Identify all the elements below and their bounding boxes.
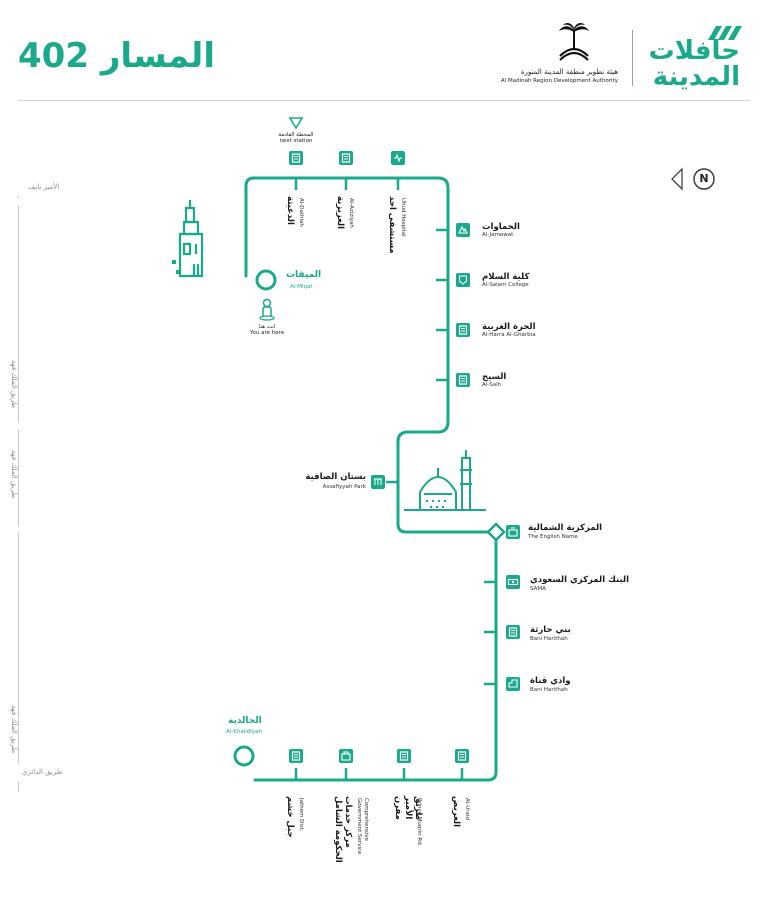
station-top-1-en: Al-Aziziyah bbox=[348, 198, 354, 228]
next-station-ar: المحطة القادمة bbox=[278, 132, 314, 138]
compass-icon bbox=[671, 167, 715, 191]
next-station-triangle-icon bbox=[288, 117, 304, 130]
side-label-2: طريق الملك فهد bbox=[10, 450, 18, 499]
side-label-4: طريق الدائري bbox=[22, 768, 63, 776]
station-top-2-ar: مستشفى احد bbox=[387, 196, 397, 254]
terminal-station-circle bbox=[233, 745, 255, 767]
station-lower-0-en: SAMA bbox=[530, 586, 546, 592]
station-hub-en: The English Name bbox=[528, 534, 578, 540]
saudi-emblem-icon bbox=[559, 23, 589, 61]
current-station-circle bbox=[255, 269, 277, 291]
current-station-ar: الميقات bbox=[286, 270, 322, 280]
brand-line-1: حافلات bbox=[648, 36, 740, 66]
next-station-en: next station bbox=[279, 138, 313, 144]
station-bottom-3-ar: العريض bbox=[451, 796, 461, 827]
station-top-1-ar: العزيزية bbox=[335, 196, 345, 230]
station-bottom-1-ar: مركز خدمات الحكومة الشامل bbox=[333, 796, 353, 863]
hub-diamond bbox=[486, 522, 506, 542]
side-tick-3 bbox=[18, 532, 19, 764]
station-park-ar: بستان الصافية bbox=[305, 472, 366, 482]
station-right-2-en: Al-Harra Al-Gharbia bbox=[482, 332, 536, 338]
side-label-1: طريق الملك فهد bbox=[10, 360, 18, 409]
mosque-icon bbox=[404, 450, 486, 511]
header-divider bbox=[18, 100, 750, 101]
station-right-0-ar: الحماوات bbox=[482, 222, 520, 232]
station-right-2-ar: الحرة الغربية bbox=[482, 322, 536, 332]
station-bottom-0-ar: جبل خشم bbox=[285, 796, 295, 838]
station-right-3-ar: السيح bbox=[482, 372, 507, 382]
station-bottom-2-en: Prince Muqrin Rd. bbox=[416, 798, 422, 847]
brand-stripes-icon bbox=[708, 26, 742, 40]
side-label-3: طريق الملك فهد bbox=[10, 705, 18, 754]
side-tick-2 bbox=[18, 430, 19, 526]
station-right-0-en: Al-Jamawat bbox=[482, 232, 514, 238]
station-bottom-0-en: Jathem Dist. bbox=[298, 798, 304, 832]
next-station-label: المحطة القادمة next station bbox=[262, 132, 330, 144]
you-are-here-ar: انت هنا bbox=[258, 324, 276, 330]
you-are-here-label: انت هنا You are here bbox=[236, 324, 298, 336]
station-bottom-2-ar: طريق الأمير مقرن bbox=[393, 796, 423, 821]
station-right-1-ar: كلية السلام bbox=[482, 272, 530, 282]
authority-en: Al Madinah Region Development Authority bbox=[500, 78, 618, 84]
compass-label: N bbox=[699, 172, 709, 185]
terminal-station-en: Al-Khalidiyah bbox=[226, 729, 262, 735]
station-top-2-en: Uhud Hospital bbox=[400, 198, 406, 237]
station-lower-0-ar: البنك المركزي السعودي bbox=[530, 575, 630, 585]
station-right-3-en: Al-Saih bbox=[482, 382, 502, 388]
authority-ar: هيئة تطوير منطقة المدينة المنورة bbox=[520, 68, 618, 76]
station-lower-2-en: Bani Harithah bbox=[530, 687, 568, 693]
station-bottom-1-en: Comprehensive Government Service bbox=[356, 798, 369, 855]
station-bottom-3-en: Al-Uraid bbox=[464, 798, 470, 820]
minaret-icon bbox=[172, 200, 204, 278]
station-hub-ar: المركزية الشمالية bbox=[528, 523, 603, 533]
terminal-station-ar: الخالدية bbox=[228, 716, 262, 726]
station-right-1-en: Al-Salam College bbox=[482, 282, 529, 288]
logo-divider bbox=[632, 30, 633, 86]
you-are-here-en: You are here bbox=[249, 330, 285, 336]
side-tick-1 bbox=[18, 206, 19, 422]
side-label-0: الأمير نايف bbox=[28, 183, 60, 191]
station-lower-1-en: Bani Harithah bbox=[530, 636, 568, 642]
current-station-en: Al-Miqat bbox=[290, 284, 313, 290]
compass: N bbox=[668, 166, 718, 192]
station-top-0-en: Al-Dathiah bbox=[298, 198, 304, 227]
station-lower-2-ar: وادي قناة bbox=[530, 676, 571, 686]
person-pin-icon bbox=[259, 298, 275, 321]
station-park-en: Assafiyyah Park bbox=[322, 484, 366, 490]
brand-line-2: المدينة bbox=[652, 62, 740, 92]
route-title: المسار 402 bbox=[18, 36, 215, 76]
station-top-0-ar: الدعيثة bbox=[285, 196, 295, 225]
station-lower-1-ar: بني حارثة bbox=[530, 625, 571, 635]
